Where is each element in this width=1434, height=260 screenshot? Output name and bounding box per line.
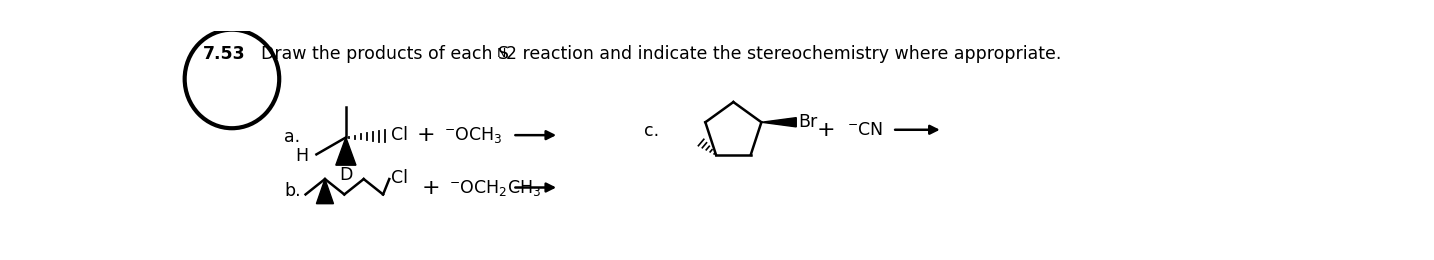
Text: Br: Br — [799, 113, 817, 131]
Text: b.: b. — [284, 181, 301, 200]
Polygon shape — [317, 179, 334, 204]
Text: 2 reaction and indicate the stereochemistry where appropriate.: 2 reaction and indicate the stereochemis… — [506, 45, 1061, 63]
Text: a.: a. — [284, 128, 300, 146]
Polygon shape — [761, 118, 796, 127]
Text: $^{-}$CN: $^{-}$CN — [847, 121, 883, 139]
Text: c.: c. — [644, 122, 660, 140]
Text: +: + — [416, 125, 435, 145]
Text: Draw the products of each S: Draw the products of each S — [261, 45, 509, 63]
Text: H: H — [295, 147, 308, 165]
Text: $^{-}$OCH$_2$CH$_3$: $^{-}$OCH$_2$CH$_3$ — [449, 178, 541, 198]
Text: $^{-}$OCH$_3$: $^{-}$OCH$_3$ — [445, 125, 503, 145]
Text: D: D — [340, 166, 353, 184]
Text: N: N — [498, 47, 506, 60]
Text: Cl: Cl — [391, 169, 407, 187]
Text: Cl: Cl — [391, 126, 407, 144]
Text: 7.53: 7.53 — [202, 45, 245, 63]
Polygon shape — [336, 138, 356, 165]
Text: +: + — [817, 120, 836, 140]
Text: +: + — [422, 178, 440, 198]
